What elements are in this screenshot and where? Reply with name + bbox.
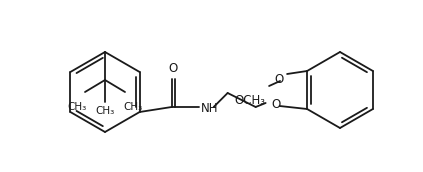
Text: NH: NH [201, 101, 218, 115]
Text: CH₃: CH₃ [124, 102, 143, 112]
Text: CH₃: CH₃ [67, 102, 87, 112]
Text: O: O [272, 99, 281, 111]
Text: OCH₃: OCH₃ [234, 94, 265, 107]
Text: O: O [168, 62, 178, 75]
Text: CH₃: CH₃ [95, 106, 115, 116]
Text: O: O [275, 73, 284, 85]
